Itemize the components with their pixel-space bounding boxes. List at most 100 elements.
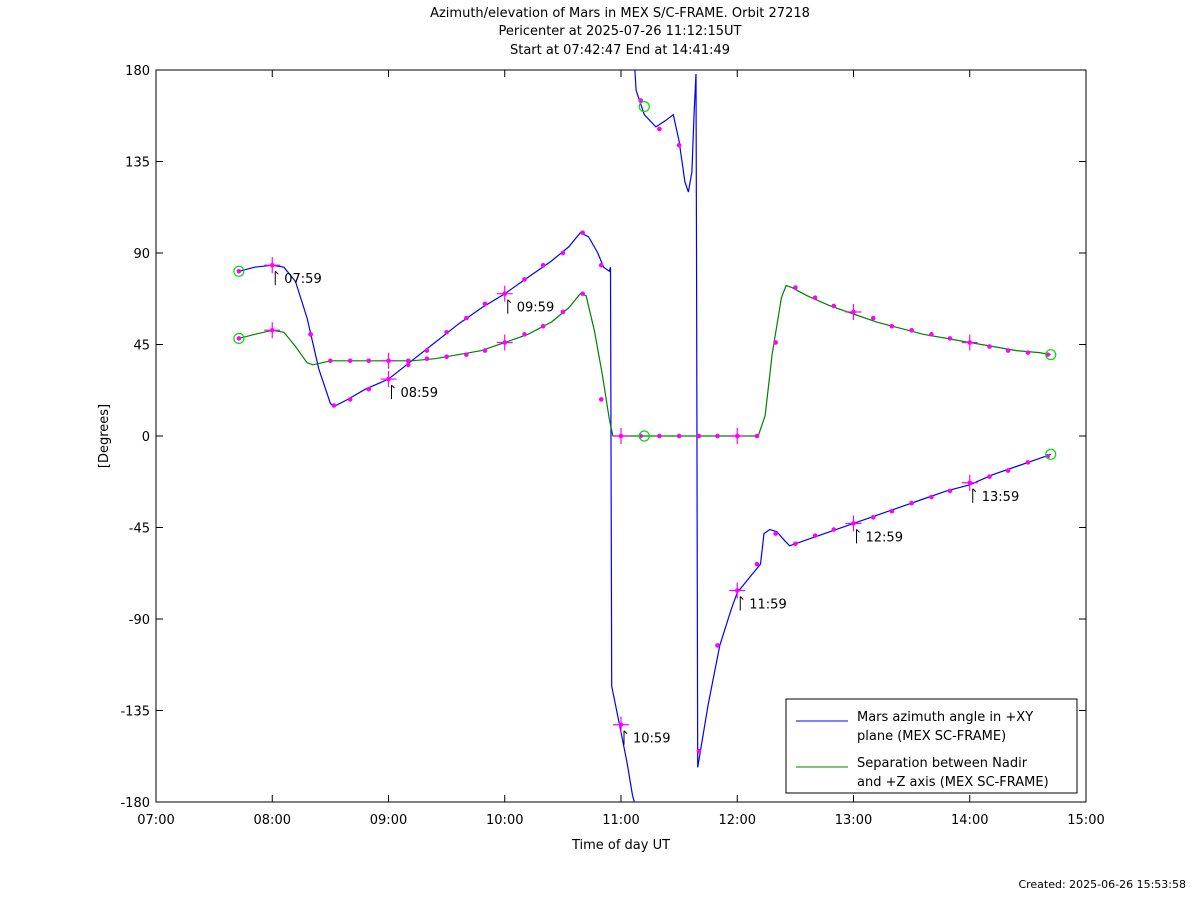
x-tick-label: 09:00 (370, 813, 407, 828)
x-tick-label: 07:00 (137, 813, 174, 828)
series-line (609, 267, 635, 802)
data-point (598, 397, 604, 402)
data-point (676, 433, 682, 439)
data-point (347, 397, 353, 402)
hour-arrow-head (391, 384, 395, 389)
series-1 (233, 284, 1057, 444)
data-point (464, 315, 469, 321)
data-point (657, 126, 662, 132)
legend-box (785, 698, 1078, 794)
y-tick-label: -45 (129, 522, 150, 537)
data-point (793, 541, 798, 547)
data-point (1005, 348, 1011, 353)
hour-arrow-head (856, 529, 860, 533)
y-tick-label: 135 (125, 156, 150, 171)
data-point (444, 330, 449, 335)
legend-label-separation-line1: Separation between Nadir (857, 756, 1028, 771)
data-point (696, 748, 702, 754)
x-tick-label: 14:00 (951, 813, 988, 828)
y-tick-label: -135 (120, 705, 150, 720)
hour-arrow-head (739, 596, 744, 600)
data-point (366, 386, 372, 392)
data-point (482, 301, 488, 307)
data-point (715, 433, 720, 439)
data-point (560, 309, 566, 315)
endpoint-circle (638, 430, 650, 442)
created-timestamp: Created: 2025-06-26 15:53:58 (1018, 878, 1186, 891)
chart-title-line-1: Azimuth/elevation of Mars in MEX S/C-FRA… (430, 6, 810, 21)
data-point (947, 336, 953, 341)
series-line (634, 70, 697, 193)
data-point (812, 295, 818, 301)
y-tick-label: 90 (133, 247, 150, 262)
data-point (947, 488, 953, 494)
data-point (754, 561, 760, 567)
data-point (773, 340, 778, 345)
data-point (657, 433, 662, 439)
endpoint-circle (1045, 448, 1057, 460)
data-point (909, 500, 914, 506)
hour-arrow-head (507, 299, 512, 304)
chart-title-line-2: Pericenter at 2025-07-26 11:12:15UT (498, 24, 742, 39)
data-point (831, 527, 837, 532)
legend-label-azimuth-line2: plane (MEX SC-FRAME) (857, 729, 1006, 744)
y-tick-label: 180 (125, 64, 150, 79)
hour-label: 07:59 (284, 272, 321, 287)
data-point (715, 643, 720, 648)
series-line (238, 231, 612, 408)
hour-arrow-head (972, 488, 977, 493)
data-point (236, 269, 242, 274)
data-point (540, 262, 546, 268)
data-point (889, 323, 895, 329)
data-point (929, 494, 934, 500)
data-point (793, 285, 798, 290)
series-line (695, 74, 1052, 768)
data-point (328, 358, 333, 364)
y-tick-label: 45 (133, 339, 150, 354)
chart-title-line-3: Start at 07:42:47 End at 14:41:49 (509, 43, 731, 58)
data-point (236, 336, 242, 341)
data-point (560, 250, 566, 256)
data-point (464, 352, 469, 357)
data-point (676, 142, 682, 148)
hour-label: 08:59 (401, 386, 438, 401)
data-point (1025, 350, 1031, 355)
endpoint-circle (1045, 349, 1057, 361)
data-point (598, 262, 604, 268)
data-point (831, 303, 837, 309)
data-point (482, 348, 488, 353)
data-point (366, 358, 372, 364)
hour-label: 13:59 (982, 490, 1019, 505)
endpoint-circle (233, 332, 245, 344)
data-point (405, 358, 411, 364)
hour-label: 09:59 (517, 301, 554, 316)
data-point (522, 277, 527, 282)
series-layer: 07:59 08:59 09:59 10:59 11:59 12:59 13:59 (233, 70, 1057, 802)
data-point (424, 348, 430, 353)
data-point (870, 515, 876, 520)
data-point (308, 332, 313, 337)
data-point (754, 433, 760, 439)
data-point (580, 230, 585, 235)
x-tick-label: 15:00 (1067, 813, 1104, 828)
x-tick-label: 11:00 (602, 813, 639, 828)
hour-label: 12:59 (866, 530, 903, 545)
data-point (889, 508, 895, 514)
data-point (696, 433, 702, 439)
hour-arrow-head (274, 270, 279, 275)
series-0: 07:59 08:59 09:59 10:59 11:59 12:59 13:59 (233, 70, 1057, 802)
axis-ticks: 07:00 08:00 09:00 10:00 11:00 12:00 13:00 14:00… (120, 64, 1104, 828)
endpoint-circle (233, 265, 245, 277)
data-point (909, 327, 914, 333)
data-point (347, 358, 353, 364)
x-tick-label: 12:00 (719, 813, 756, 828)
y-axis-label: [Degrees] (97, 404, 112, 468)
y-tick-label: -180 (120, 796, 150, 811)
legend-label-azimuth-line1: Mars azimuth angle in +XY (857, 710, 1033, 725)
data-point (331, 403, 337, 408)
series-line (238, 284, 1051, 437)
x-axis-label: Time of day UT (571, 838, 670, 853)
endpoint-circle (638, 100, 650, 113)
data-point (405, 362, 411, 368)
